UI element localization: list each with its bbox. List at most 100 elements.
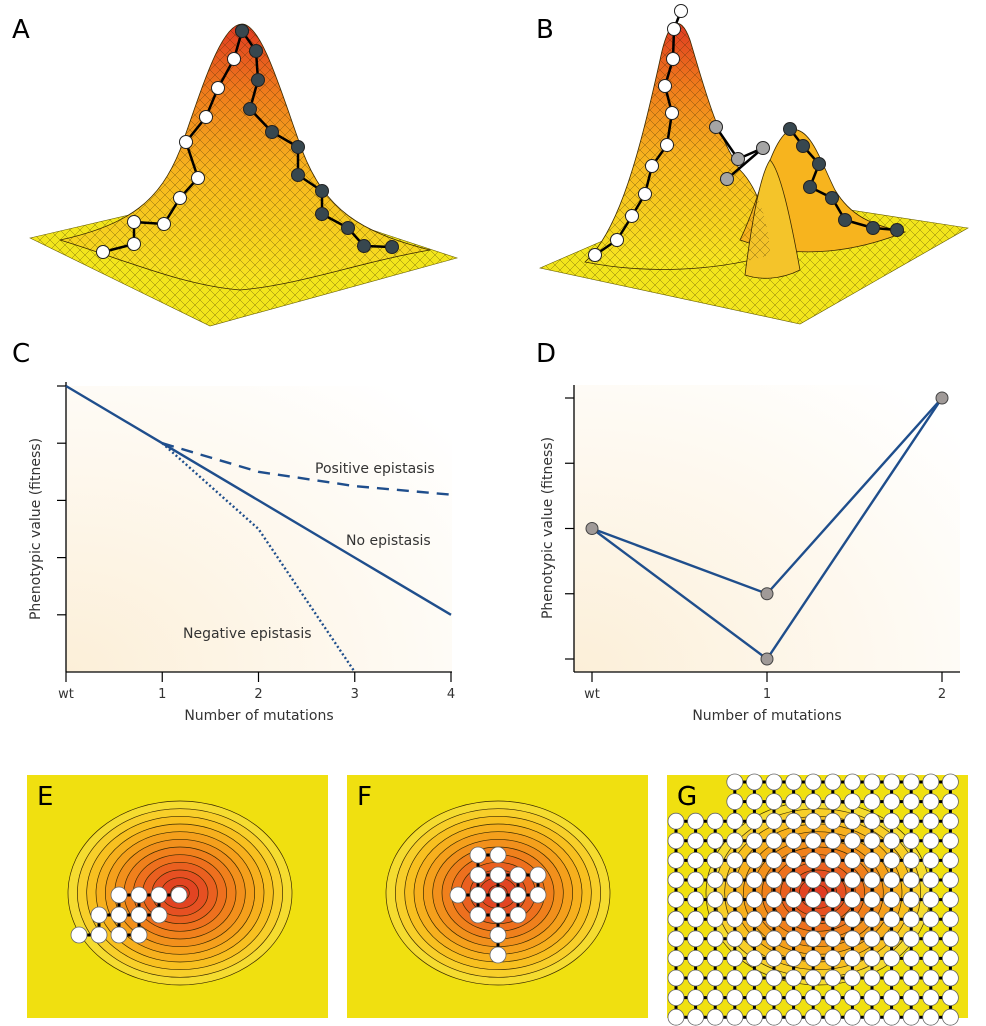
lattice-node (844, 832, 861, 850)
lattice-node (883, 930, 900, 948)
y-axis-title: Phenotypic value (fitness) (28, 438, 44, 620)
white-path-a-node (191, 171, 205, 185)
lattice-node (883, 852, 900, 869)
lattice-node (785, 812, 802, 830)
lattice-node (902, 969, 920, 987)
lattice-node (726, 910, 744, 928)
lattice-node (785, 989, 802, 1006)
panel-label-a: A (12, 15, 30, 45)
lattice-node (844, 969, 861, 987)
lattice-node (902, 832, 920, 850)
lattice-node (824, 950, 842, 967)
white-path-a-node (127, 237, 141, 251)
lattice-node (765, 812, 783, 830)
dark-path-a-node (315, 184, 329, 198)
lattice-node (902, 773, 920, 791)
lattice-node (765, 871, 783, 889)
panel-label-b: B (536, 15, 554, 45)
dark-path-b-node (812, 157, 826, 171)
lattice-node (726, 989, 744, 1006)
lattice-node (942, 793, 959, 810)
lattice-node (785, 969, 802, 987)
lattice-node (785, 910, 802, 928)
lattice-node (667, 832, 685, 850)
lattice-node (804, 812, 822, 830)
lattice-node (706, 891, 724, 908)
lattice-node (942, 891, 959, 908)
lattice-node (687, 950, 704, 967)
dark-path-a-node (315, 207, 329, 221)
lattice-node (824, 910, 842, 928)
white-path-a-node (227, 52, 241, 66)
explored-node (509, 866, 527, 884)
lattice-node (726, 812, 744, 830)
explored-node (489, 906, 507, 924)
lattice-node (726, 832, 744, 850)
x-tick-label: 3 (351, 687, 359, 702)
white-path-a-node (199, 110, 213, 124)
lattice-node (746, 812, 763, 830)
panel-label-g: G (677, 782, 697, 812)
lattice-node (746, 891, 763, 908)
white-path-a-node (179, 135, 193, 149)
lattice-node (804, 793, 822, 810)
plot-area-c (66, 386, 452, 672)
lattice-node (687, 930, 704, 948)
lattice-node (765, 930, 783, 948)
lattice-node (785, 930, 802, 948)
lattice-node (922, 1008, 940, 1026)
explored-node (489, 946, 507, 964)
lattice-node (922, 793, 940, 810)
white-path-b-node (666, 52, 680, 66)
x-tick-label: 4 (447, 687, 455, 702)
annotation-positive-epistasis: Positive epistasis (315, 461, 435, 477)
lattice-node (746, 793, 763, 810)
lattice-node (804, 930, 822, 948)
lattice-node (706, 930, 724, 948)
lattice-node (863, 930, 881, 948)
lattice-node (804, 832, 822, 850)
panel-label: E (37, 782, 53, 812)
lattice-node (922, 989, 940, 1006)
lattice-node (667, 1008, 685, 1026)
explored-node (110, 886, 128, 904)
lattice-node (687, 852, 704, 869)
grey-path-b-node (731, 152, 745, 166)
lattice-node (942, 1008, 959, 1026)
explored-node (110, 906, 128, 924)
explored-node (130, 926, 148, 944)
lattice-node (883, 910, 900, 928)
panel-e: E (27, 775, 328, 1018)
lattice-node (844, 989, 861, 1006)
panel-c: C wt 1 2 3 4 Number of mutations Phenotypic va… (12, 339, 455, 724)
lattice-node (765, 832, 783, 850)
grey-path-b-node (720, 172, 734, 186)
explored-node (509, 886, 527, 904)
dark-path-b-node (783, 122, 797, 136)
lattice-node (804, 891, 822, 908)
lattice-node (844, 1008, 861, 1026)
data-point (585, 522, 599, 535)
lattice-node (706, 989, 724, 1006)
lattice-node (765, 950, 783, 967)
lattice-node (942, 910, 959, 928)
lattice-node (706, 969, 724, 987)
lattice-node (726, 793, 744, 810)
lattice-node (726, 891, 744, 908)
lattice-node (804, 852, 822, 869)
x-tick-label: 1 (158, 687, 166, 702)
lattice-node (883, 832, 900, 850)
lattice-node (687, 832, 704, 850)
lattice-node (746, 871, 763, 889)
lattice-node (785, 773, 802, 791)
panel-g: GG (667, 773, 968, 1026)
lattice-node (706, 910, 724, 928)
lattice-node (746, 950, 763, 967)
lattice-node (844, 871, 861, 889)
grey-path-b-link (714, 126, 764, 180)
dark-path-a-node (341, 221, 355, 235)
panel-b: B (536, 4, 969, 325)
lattice-node (765, 891, 783, 908)
x-tick-label: 2 (938, 687, 946, 702)
lattice-node (863, 950, 881, 967)
